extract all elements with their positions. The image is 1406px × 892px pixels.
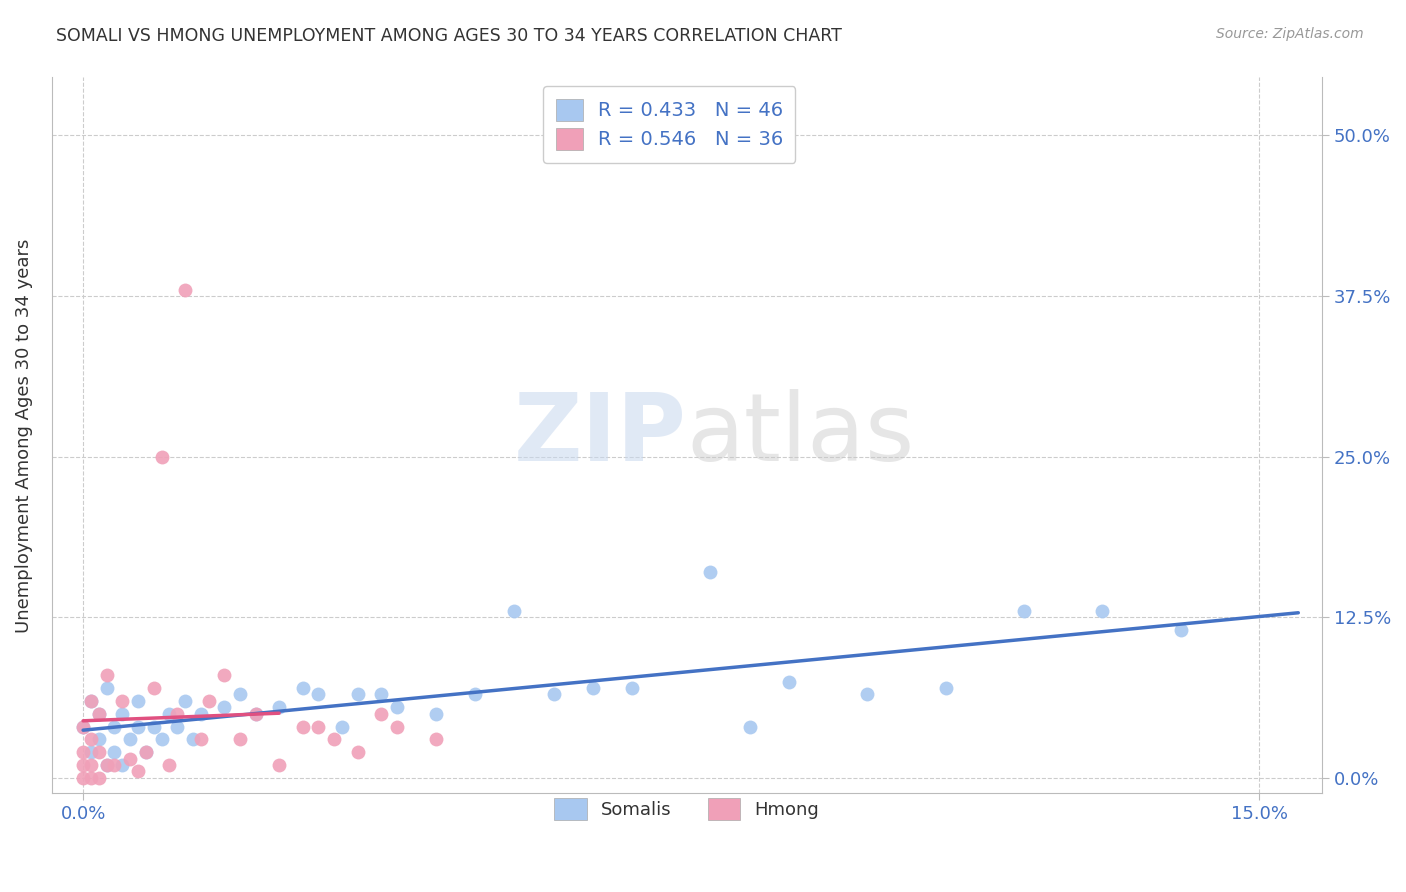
- Point: [1091, 604, 1114, 618]
- Point: [135, 745, 157, 759]
- Point: [87, 706, 110, 721]
- Point: [157, 706, 180, 721]
- Point: [111, 694, 134, 708]
- Point: [291, 681, 314, 695]
- Point: [323, 732, 346, 747]
- Point: [425, 732, 447, 747]
- Point: [1170, 623, 1192, 637]
- Point: [1012, 604, 1035, 618]
- Point: [80, 758, 103, 772]
- Point: [503, 604, 526, 618]
- Point: [72, 745, 94, 759]
- Point: [80, 732, 103, 747]
- Text: atlas: atlas: [686, 390, 915, 482]
- Point: [87, 745, 110, 759]
- Y-axis label: Unemployment Among Ages 30 to 34 years: Unemployment Among Ages 30 to 34 years: [15, 238, 32, 632]
- Point: [111, 706, 134, 721]
- Point: [190, 706, 212, 721]
- Point: [269, 758, 291, 772]
- Point: [103, 719, 125, 733]
- Point: [142, 719, 165, 733]
- Point: [229, 687, 252, 701]
- Point: [166, 706, 188, 721]
- Point: [120, 732, 142, 747]
- Point: [464, 687, 486, 701]
- Point: [96, 668, 118, 682]
- Point: [87, 771, 110, 785]
- Point: [127, 719, 149, 733]
- Point: [425, 706, 447, 721]
- Point: [103, 758, 125, 772]
- Point: [87, 732, 110, 747]
- Point: [385, 719, 408, 733]
- Point: [150, 450, 173, 464]
- Point: [738, 719, 761, 733]
- Point: [72, 758, 94, 772]
- Point: [103, 745, 125, 759]
- Point: [620, 681, 643, 695]
- Point: [190, 732, 212, 747]
- Point: [127, 694, 149, 708]
- Point: [197, 694, 219, 708]
- Point: [307, 687, 329, 701]
- Point: [120, 752, 142, 766]
- Point: [135, 745, 157, 759]
- Point: [80, 745, 103, 759]
- Point: [856, 687, 879, 701]
- Point: [245, 706, 267, 721]
- Point: [346, 687, 368, 701]
- Point: [307, 719, 329, 733]
- Point: [127, 764, 149, 779]
- Point: [72, 719, 94, 733]
- Point: [582, 681, 605, 695]
- Point: [80, 694, 103, 708]
- Point: [96, 758, 118, 772]
- Point: [370, 687, 392, 701]
- Point: [370, 706, 392, 721]
- Point: [96, 758, 118, 772]
- Point: [212, 668, 235, 682]
- Point: [269, 700, 291, 714]
- Point: [212, 700, 235, 714]
- Point: [111, 758, 134, 772]
- Point: [72, 719, 94, 733]
- Point: [142, 681, 165, 695]
- Point: [543, 687, 565, 701]
- Point: [174, 283, 197, 297]
- Point: [385, 700, 408, 714]
- Point: [291, 719, 314, 733]
- Point: [87, 706, 110, 721]
- Point: [181, 732, 204, 747]
- Point: [778, 674, 800, 689]
- Point: [96, 681, 118, 695]
- Point: [150, 732, 173, 747]
- Text: SOMALI VS HMONG UNEMPLOYMENT AMONG AGES 30 TO 34 YEARS CORRELATION CHART: SOMALI VS HMONG UNEMPLOYMENT AMONG AGES …: [56, 27, 842, 45]
- Point: [245, 706, 267, 721]
- Point: [80, 694, 103, 708]
- Text: ZIP: ZIP: [515, 390, 686, 482]
- Point: [174, 694, 197, 708]
- Point: [80, 771, 103, 785]
- Point: [330, 719, 353, 733]
- Point: [699, 566, 721, 580]
- Point: [934, 681, 956, 695]
- Point: [346, 745, 368, 759]
- Legend: Somalis, Hmong: Somalis, Hmong: [540, 783, 834, 834]
- Point: [229, 732, 252, 747]
- Point: [157, 758, 180, 772]
- Text: Source: ZipAtlas.com: Source: ZipAtlas.com: [1216, 27, 1364, 41]
- Point: [72, 771, 94, 785]
- Point: [166, 719, 188, 733]
